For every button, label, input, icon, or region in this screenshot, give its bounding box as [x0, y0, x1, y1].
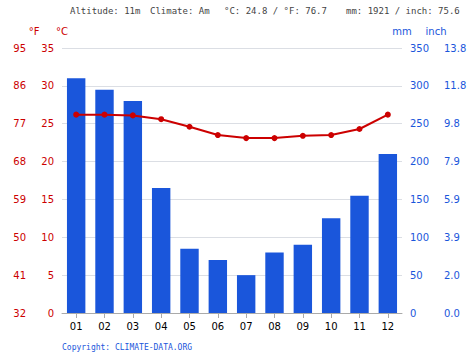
svg-text:02: 02	[98, 321, 111, 332]
svg-text:350: 350	[410, 43, 429, 54]
svg-text:15: 15	[41, 194, 54, 205]
svg-text:°F: °F	[29, 26, 40, 37]
svg-text:inch: inch	[426, 26, 447, 37]
svg-text:150: 150	[410, 194, 429, 205]
svg-text:04: 04	[155, 321, 168, 332]
svg-text:77: 77	[13, 118, 26, 129]
svg-text:25: 25	[41, 118, 54, 129]
svg-text:30: 30	[41, 80, 54, 91]
svg-text:Climate: Am: Climate: Am	[150, 6, 210, 16]
svg-text:35: 35	[41, 43, 54, 54]
svg-text:06: 06	[211, 321, 224, 332]
svg-text:13.8: 13.8	[444, 43, 466, 54]
svg-text:°C: °C	[56, 26, 68, 37]
svg-text:0: 0	[410, 308, 416, 319]
svg-text:300: 300	[410, 80, 429, 91]
svg-text:2.0: 2.0	[444, 270, 460, 281]
svg-text:3.9: 3.9	[444, 232, 460, 243]
svg-text:mm: 1921 / inch: 75.6: mm: 1921 / inch: 75.6	[346, 6, 460, 16]
svg-text:°C: 24.8 / °F: 76.7: °C: 24.8 / °F: 76.7	[224, 6, 327, 16]
svg-text:100: 100	[410, 232, 429, 243]
svg-text:05: 05	[183, 321, 196, 332]
svg-text:50: 50	[410, 270, 423, 281]
svg-text:07: 07	[240, 321, 253, 332]
svg-text:20: 20	[41, 156, 54, 167]
svg-text:12: 12	[381, 321, 394, 332]
svg-text:08: 08	[268, 321, 281, 332]
svg-text:50: 50	[13, 232, 26, 243]
svg-text:10: 10	[41, 232, 54, 243]
svg-text:59: 59	[13, 194, 26, 205]
svg-text:09: 09	[296, 321, 309, 332]
svg-text:41: 41	[13, 270, 26, 281]
svg-text:01: 01	[70, 321, 83, 332]
svg-text:200: 200	[410, 156, 429, 167]
svg-text:0.0: 0.0	[444, 308, 460, 319]
svg-text:5: 5	[48, 270, 54, 281]
svg-text:Altitude: 11m: Altitude: 11m	[70, 6, 140, 16]
svg-text:250: 250	[410, 118, 429, 129]
svg-text:32: 32	[13, 308, 26, 319]
svg-text:mm: mm	[392, 26, 411, 37]
svg-text:10: 10	[325, 321, 338, 332]
svg-text:86: 86	[13, 80, 26, 91]
svg-text:11.8: 11.8	[444, 80, 466, 91]
svg-text:Copyright: CLIMATE-DATA.ORG: Copyright: CLIMATE-DATA.ORG	[62, 343, 192, 352]
svg-text:68: 68	[13, 156, 26, 167]
svg-text:95: 95	[13, 43, 26, 54]
svg-text:9.8: 9.8	[444, 118, 460, 129]
svg-text:11: 11	[353, 321, 366, 332]
svg-text:7.9: 7.9	[444, 156, 460, 167]
svg-text:03: 03	[126, 321, 139, 332]
svg-text:5.9: 5.9	[444, 194, 460, 205]
svg-text:0: 0	[48, 308, 54, 319]
